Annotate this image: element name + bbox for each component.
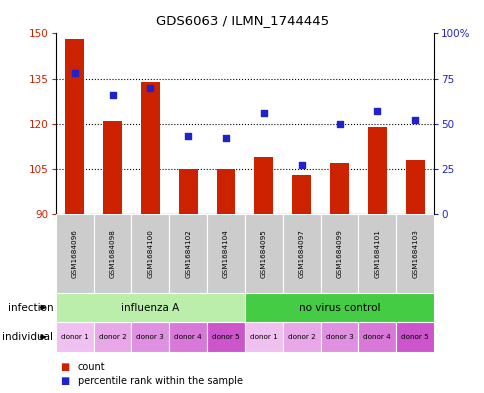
Bar — [244, 293, 433, 322]
Text: donor 2: donor 2 — [98, 334, 126, 340]
Bar — [358, 322, 395, 352]
Bar — [291, 175, 311, 214]
Text: GSM1684102: GSM1684102 — [185, 229, 191, 278]
Text: individual: individual — [2, 332, 53, 342]
Text: donor 5: donor 5 — [212, 334, 240, 340]
Bar — [395, 214, 433, 293]
Bar — [330, 163, 348, 214]
Bar — [93, 214, 131, 293]
Bar — [131, 214, 169, 293]
Text: influenza A: influenza A — [121, 303, 179, 312]
Text: count: count — [77, 362, 105, 373]
Bar — [254, 157, 273, 214]
Point — [335, 121, 343, 127]
Text: no virus control: no virus control — [298, 303, 379, 312]
Text: percentile rank within the sample: percentile rank within the sample — [77, 376, 242, 386]
Text: GSM1684101: GSM1684101 — [374, 229, 379, 278]
Bar — [282, 214, 320, 293]
Bar — [367, 127, 386, 214]
Bar — [282, 322, 320, 352]
Bar — [93, 322, 131, 352]
Point — [410, 117, 418, 123]
Text: donor 5: donor 5 — [400, 334, 428, 340]
Bar — [56, 214, 93, 293]
Point — [297, 162, 305, 169]
Text: donor 4: donor 4 — [174, 334, 202, 340]
Text: GSM1684095: GSM1684095 — [260, 229, 266, 278]
Bar — [320, 214, 358, 293]
Text: ■: ■ — [60, 376, 70, 386]
Text: GSM1684103: GSM1684103 — [411, 229, 417, 278]
Bar — [178, 169, 197, 214]
Bar — [244, 322, 282, 352]
Point — [259, 110, 267, 116]
Bar — [405, 160, 424, 214]
Point — [222, 135, 229, 141]
Text: donor 1: donor 1 — [249, 334, 277, 340]
Point — [108, 92, 116, 98]
Text: ■: ■ — [60, 362, 70, 373]
Bar — [244, 214, 282, 293]
Text: GSM1684099: GSM1684099 — [336, 229, 342, 278]
Bar — [169, 322, 207, 352]
Text: GSM1684104: GSM1684104 — [223, 229, 228, 278]
Bar — [320, 322, 358, 352]
Text: GSM1684100: GSM1684100 — [147, 229, 153, 278]
Bar — [395, 322, 433, 352]
Point — [146, 84, 154, 91]
Bar — [207, 322, 244, 352]
Text: GDS6063 / ILMN_1744445: GDS6063 / ILMN_1744445 — [156, 14, 328, 27]
Text: GSM1684096: GSM1684096 — [72, 229, 77, 278]
Text: GSM1684097: GSM1684097 — [298, 229, 304, 278]
Bar — [207, 214, 244, 293]
Text: infection: infection — [8, 303, 53, 312]
Bar — [56, 293, 244, 322]
Text: donor 3: donor 3 — [136, 334, 164, 340]
Point — [184, 133, 192, 140]
Point — [373, 108, 380, 114]
Bar — [216, 169, 235, 214]
Bar — [131, 322, 169, 352]
Text: donor 4: donor 4 — [363, 334, 391, 340]
Text: donor 3: donor 3 — [325, 334, 353, 340]
Bar — [358, 214, 395, 293]
Text: donor 2: donor 2 — [287, 334, 315, 340]
Bar — [65, 39, 84, 214]
Bar — [169, 214, 207, 293]
Bar — [56, 322, 93, 352]
Bar — [140, 82, 159, 214]
Point — [71, 70, 78, 76]
Text: donor 1: donor 1 — [60, 334, 89, 340]
Bar — [103, 121, 122, 214]
Text: GSM1684098: GSM1684098 — [109, 229, 115, 278]
